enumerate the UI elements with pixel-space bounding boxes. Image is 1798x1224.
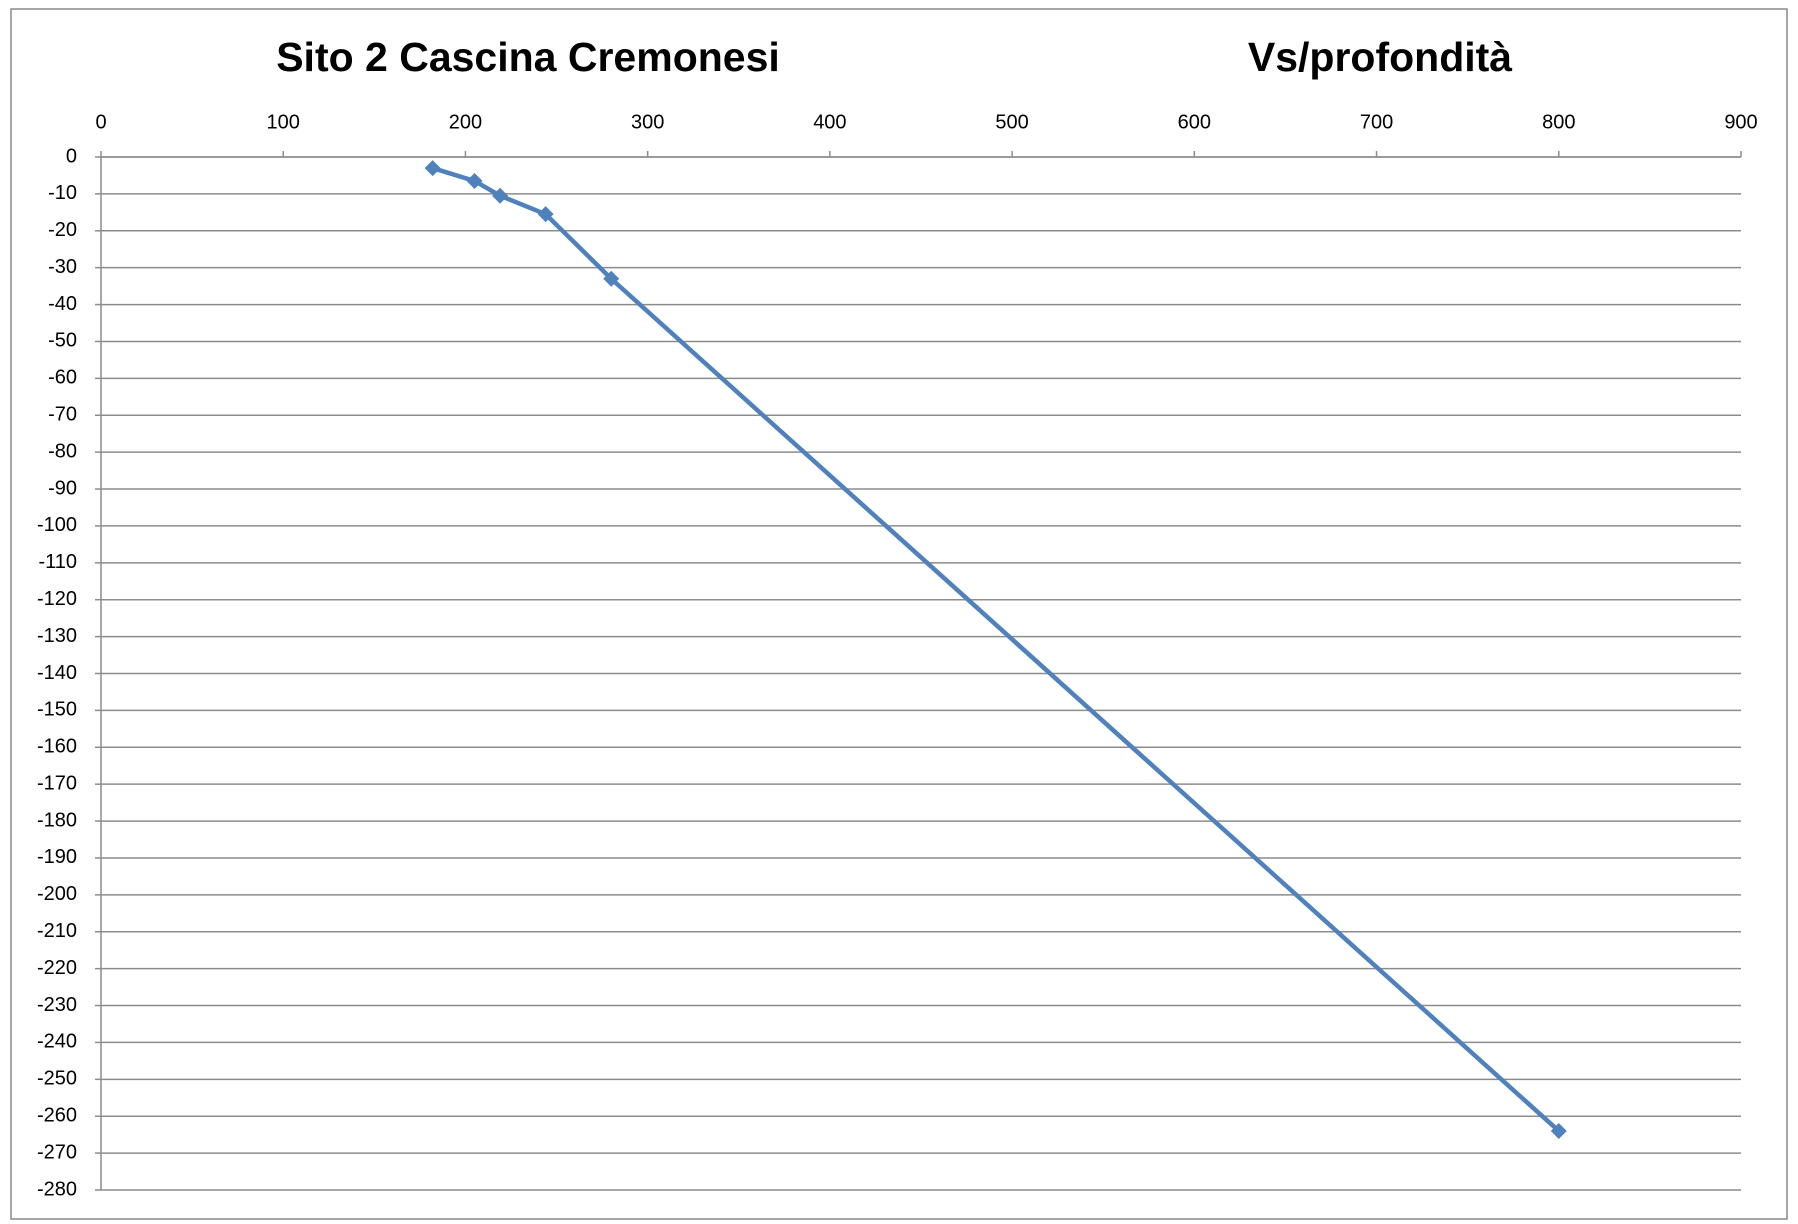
- x-tick-label: 200: [449, 111, 482, 133]
- x-tick-label: 700: [1360, 111, 1393, 133]
- y-tick-label: -40: [48, 293, 77, 315]
- series-line: [431, 165, 1561, 1133]
- x-tick-label: 400: [813, 111, 846, 133]
- x-tick-label: 800: [1542, 111, 1575, 133]
- data-point: [603, 270, 620, 287]
- x-tick-label: 100: [267, 111, 300, 133]
- y-tick-label: -270: [37, 1141, 77, 1163]
- data-point: [424, 160, 441, 177]
- data-point: [466, 172, 483, 189]
- y-tick-label: -180: [37, 809, 77, 831]
- x-tick-label: 300: [631, 111, 664, 133]
- y-tick-label: -60: [48, 367, 77, 389]
- y-tick-label: -30: [48, 256, 77, 278]
- y-tick-label: -90: [48, 477, 77, 499]
- chart-border: [10, 8, 1788, 1220]
- data-point: [1550, 1122, 1567, 1139]
- y-tick-label: -110: [38, 551, 77, 573]
- y-tick-label: -170: [37, 772, 77, 794]
- y-tick-label: -220: [37, 957, 77, 979]
- y-tick-label: -190: [37, 846, 77, 868]
- y-tick-label: -120: [37, 588, 77, 610]
- y-tick-label: -100: [37, 514, 77, 536]
- y-tick-label: -240: [37, 1031, 77, 1053]
- data-point: [492, 187, 509, 204]
- x-tick-label: 900: [1724, 111, 1757, 133]
- data-point: [537, 206, 554, 223]
- y-tick-label: -130: [37, 625, 77, 647]
- y-tick-label: -210: [37, 920, 77, 942]
- y-tick-label: -260: [37, 1104, 77, 1126]
- y-tick-label: -80: [48, 440, 77, 462]
- y-tick-label: -50: [48, 330, 77, 352]
- y-tick-label: -160: [37, 736, 77, 758]
- y-tick-label: -200: [37, 883, 77, 905]
- y-tick-label: -70: [48, 404, 77, 426]
- chart-title: Sito 2 Cascina Cremonesi: [276, 34, 780, 80]
- y-tick-label: -230: [37, 994, 77, 1016]
- y-tick-label: -150: [37, 699, 77, 721]
- x-tick-label: 0: [95, 111, 106, 133]
- y-tick-label: -20: [48, 219, 77, 241]
- y-tick-label: -250: [37, 1068, 77, 1090]
- y-tick-label: -10: [48, 182, 77, 204]
- x-tick-label: 600: [1178, 111, 1211, 133]
- y-tick-label: -140: [37, 662, 77, 684]
- x-tick-label: 500: [995, 111, 1028, 133]
- y-tick-label: -280: [37, 1178, 77, 1200]
- y-tick-label: 0: [66, 145, 77, 167]
- chart-subtitle: Vs/profondità: [1248, 34, 1512, 80]
